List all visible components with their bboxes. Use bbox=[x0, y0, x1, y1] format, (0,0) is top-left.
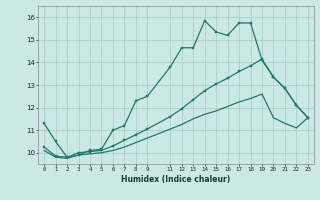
X-axis label: Humidex (Indice chaleur): Humidex (Indice chaleur) bbox=[121, 175, 231, 184]
